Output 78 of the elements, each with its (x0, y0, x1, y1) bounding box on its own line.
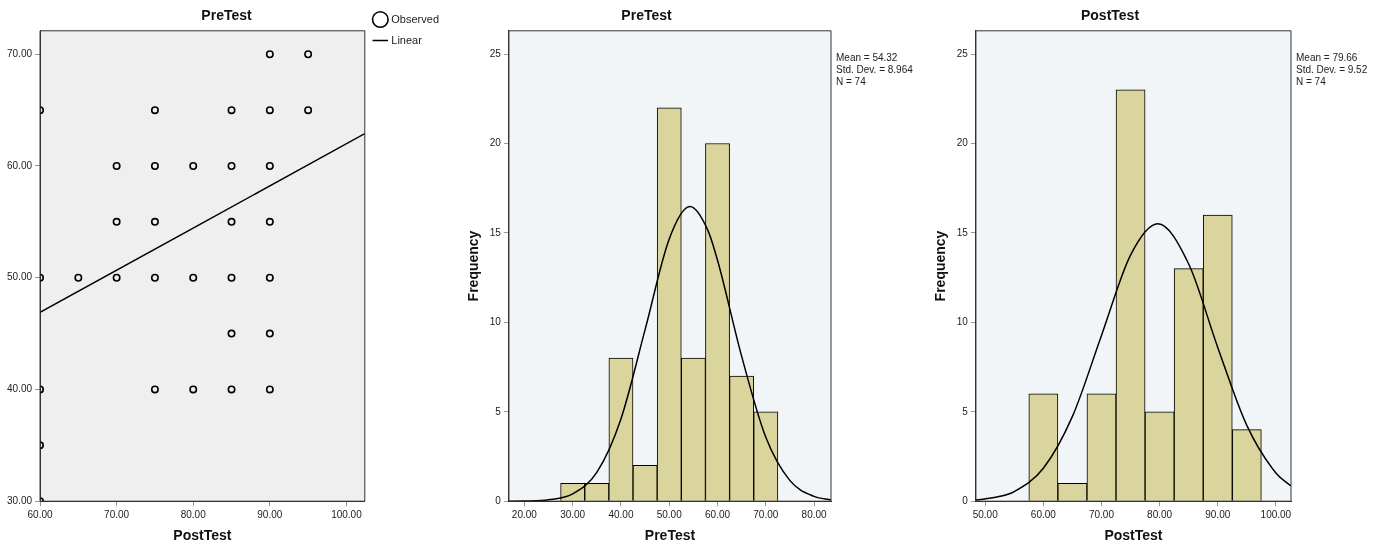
point (150, 106, 159, 115)
x-tick-label: 70.00 (753, 508, 779, 520)
text: Mean = 54.32 (836, 51, 898, 63)
point (265, 329, 274, 338)
x-tick-label: 60.00 (705, 508, 731, 520)
text: N = 74 (1296, 75, 1327, 87)
y-tick-label: 70.00 (6, 48, 33, 60)
x-tick-label: 100.00 (331, 508, 363, 520)
point (265, 217, 274, 226)
point (150, 162, 159, 170)
y-tick-label: 40.00 (6, 383, 33, 395)
y-tick-label: 5 (962, 405, 969, 417)
y-tick-label: 60.00 (6, 159, 33, 171)
y-tick-label: 15 (956, 226, 969, 238)
point (265, 162, 274, 170)
y-tick-label: 20 (489, 137, 502, 149)
text: N = 74 (836, 75, 867, 87)
point (150, 273, 159, 282)
x-tick-label: 60.00 (1030, 508, 1057, 520)
x-tick-label: 50.00 (972, 508, 999, 520)
legend-label: Linear (391, 33, 423, 46)
point (189, 273, 198, 282)
y-axis-title: Frequency (465, 230, 482, 302)
x-axis-title: PostTest (1104, 527, 1163, 544)
x-tick-label: 90.00 (257, 508, 283, 520)
x-tick-label: 80.00 (801, 508, 828, 520)
x-tick-label: 70.00 (1088, 508, 1115, 520)
x-tick-label: 20.00 (511, 508, 538, 520)
legend-label: Observed (391, 12, 440, 25)
point (227, 273, 236, 282)
x-tick-label: 70.00 (104, 508, 130, 520)
y-tick-label: 25 (489, 47, 502, 59)
point (227, 217, 236, 226)
x-tick-label: 80.00 (1147, 508, 1173, 520)
point (150, 385, 159, 394)
point (74, 273, 83, 282)
y-tick-label: 0 (495, 494, 502, 506)
y-tick-label: 10 (956, 316, 969, 328)
y-tick-label: 50.00 (6, 271, 33, 283)
y-axis-title: Frequency (932, 230, 949, 302)
point (265, 106, 274, 115)
x-tick-label: 60.00 (27, 508, 53, 520)
x-axis-title: PostTest (173, 527, 232, 544)
x-axis-title: PreTest (644, 527, 696, 544)
chart-title: PreTest (621, 7, 672, 24)
point (265, 273, 274, 282)
point (112, 162, 121, 170)
x-tick-label: 50.00 (656, 508, 683, 520)
point (227, 106, 236, 115)
text: Std. Dev. = 8.964 (836, 63, 914, 75)
y-tick-label: 10 (489, 316, 502, 328)
point (112, 273, 121, 282)
point (227, 385, 236, 394)
point (112, 217, 121, 226)
point (227, 162, 236, 170)
point (189, 385, 198, 394)
y-tick-label: 25 (956, 47, 969, 59)
y-tick-label: 0 (962, 494, 969, 506)
x-tick-label: 30.00 (560, 508, 586, 520)
y-tick-label: 15 (489, 226, 502, 238)
point (265, 50, 274, 59)
text: Std. Dev. = 9.52 (1296, 63, 1368, 75)
text: Mean = 79.66 (1296, 51, 1358, 63)
point (265, 385, 274, 394)
chart-title: PostTest (1080, 7, 1140, 24)
x-tick-label: 40.00 (608, 508, 634, 520)
y-tick-label: 20 (956, 137, 969, 149)
point (227, 329, 236, 338)
x-tick-label: 90.00 (1205, 508, 1231, 520)
point (304, 106, 313, 115)
y-tick-label: 5 (495, 405, 502, 417)
point (304, 50, 313, 59)
point (150, 217, 159, 226)
y-tick-label: 30.00 (6, 494, 33, 506)
x-tick-label: 80.00 (180, 508, 207, 520)
chart-title: PreTest (201, 7, 252, 24)
x-tick-label: 100.00 (1260, 508, 1292, 520)
point (189, 162, 198, 170)
